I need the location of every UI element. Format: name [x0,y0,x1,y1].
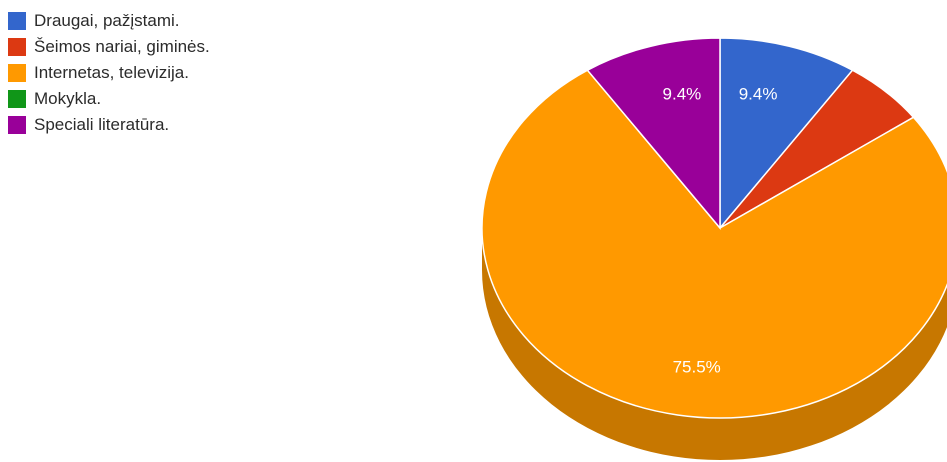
legend-swatch [8,12,26,30]
pie-slice [481,69,947,419]
pie-slice [719,37,854,231]
legend-item-seimos-nariai: Šeimos nariai, giminės. [8,34,210,60]
legend-item-mokykla: Mokykla. [8,86,210,112]
legend-label: Speciali literatūra. [34,115,170,134]
legend-label: Draugai, pažįstami. [34,11,180,30]
slice-data-label: 9.4% [739,84,778,103]
legend-label: Internetas, televizija. [34,63,189,82]
legend-item-speciali-literatura: Speciali literatūra. [8,112,210,138]
legend-swatch [8,38,26,56]
pie-slice [586,37,721,231]
chart-legend: Draugai, pažįstami. Šeimos nariai, gimin… [8,8,210,138]
legend-swatch [8,116,26,134]
pie-slice-side [482,228,947,460]
legend-swatch [8,64,26,82]
slice-data-label: 75.5% [673,357,721,376]
legend-label: Mokykla. [34,89,102,108]
legend-item-draugai: Draugai, pažįstami. [8,8,210,34]
legend-item-internetas: Internetas, televizija. [8,60,210,86]
slice-data-label: 9.4% [663,84,702,103]
legend-swatch [8,90,26,108]
legend-label: Šeimos nariai, giminės. [34,37,210,56]
